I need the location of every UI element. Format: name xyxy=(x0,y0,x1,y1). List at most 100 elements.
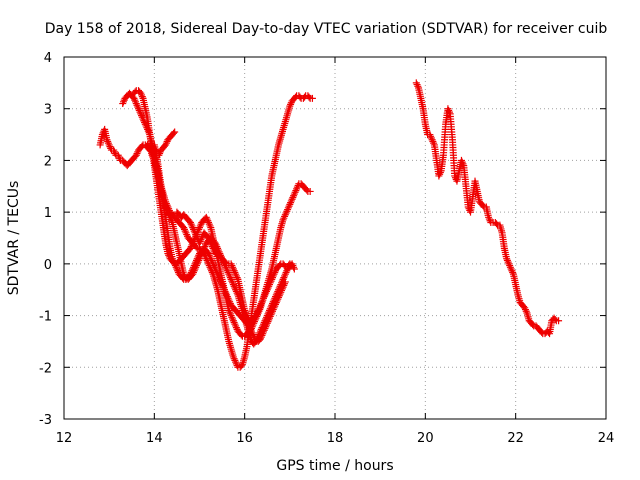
data-point xyxy=(132,98,140,106)
data-point xyxy=(278,287,286,295)
data-point xyxy=(229,265,237,273)
data-point xyxy=(217,279,225,287)
data-point xyxy=(521,306,529,314)
data-point xyxy=(270,270,278,278)
data-point xyxy=(459,160,467,168)
data-point xyxy=(115,153,123,161)
data-point xyxy=(206,253,214,261)
data-point xyxy=(228,277,236,285)
data-point xyxy=(247,325,255,333)
y-tick-label: -3 xyxy=(39,413,52,428)
data-point xyxy=(150,155,158,163)
data-point xyxy=(216,275,224,283)
data-point xyxy=(223,267,231,275)
data-point xyxy=(271,268,279,276)
data-point xyxy=(219,282,227,290)
data-point xyxy=(209,244,217,252)
data-point xyxy=(272,299,280,307)
data-point xyxy=(286,102,294,110)
data-point xyxy=(229,315,237,323)
data-point xyxy=(268,275,276,283)
data-point xyxy=(230,267,238,275)
data-point xyxy=(445,106,453,114)
data-point xyxy=(162,141,170,149)
x-tick-label: 12 xyxy=(56,431,73,446)
series-track-f xyxy=(173,208,294,325)
data-point xyxy=(233,274,241,282)
data-point xyxy=(172,263,180,271)
y-tick-label: 0 xyxy=(44,258,52,273)
data-point xyxy=(229,353,237,361)
data-point xyxy=(427,132,435,140)
data-point xyxy=(555,317,563,325)
data-point xyxy=(119,100,127,108)
data-point xyxy=(287,100,295,108)
data-point xyxy=(269,274,277,282)
data-point xyxy=(413,81,421,89)
data-point xyxy=(205,236,213,244)
data-point xyxy=(290,190,298,198)
data-point xyxy=(189,225,197,233)
data-point xyxy=(187,220,195,228)
x-tick-label: 14 xyxy=(146,431,163,446)
data-point xyxy=(205,250,213,258)
data-point xyxy=(208,258,216,266)
y-tick-label: -1 xyxy=(39,310,52,325)
data-point xyxy=(186,218,194,226)
data-point xyxy=(242,310,250,318)
data-point xyxy=(509,268,517,276)
data-point xyxy=(110,146,118,154)
data-point xyxy=(225,296,233,304)
data-point xyxy=(237,362,245,370)
y-tick-label: 4 xyxy=(44,51,52,66)
data-point xyxy=(253,308,261,316)
data-point xyxy=(203,215,211,223)
data-point xyxy=(241,308,249,316)
data-point xyxy=(137,110,145,118)
data-point xyxy=(174,267,182,275)
data-point xyxy=(227,275,235,283)
data-point xyxy=(181,227,189,235)
data-point xyxy=(211,248,219,256)
data-point xyxy=(253,310,261,318)
data-point xyxy=(210,246,218,254)
data-point xyxy=(232,324,240,332)
data-point xyxy=(262,321,270,329)
data-point xyxy=(232,358,240,366)
data-point xyxy=(290,263,298,271)
data-point xyxy=(189,239,197,247)
data-point xyxy=(293,183,301,191)
data-point xyxy=(193,255,201,263)
data-point xyxy=(254,306,262,314)
data-point xyxy=(196,239,203,247)
data-point xyxy=(267,311,275,319)
data-point xyxy=(427,134,435,142)
data-point xyxy=(208,243,216,251)
data-point xyxy=(213,268,221,276)
data-point xyxy=(204,217,212,225)
data-point xyxy=(171,262,179,270)
y-tick-label: 2 xyxy=(44,154,52,169)
data-point xyxy=(135,105,143,113)
data-point xyxy=(196,222,204,230)
data-point xyxy=(220,286,228,294)
data-point xyxy=(233,289,241,297)
data-point xyxy=(209,260,217,268)
data-point xyxy=(430,139,438,147)
data-point xyxy=(227,312,235,320)
data-point xyxy=(197,236,205,244)
data-point xyxy=(551,315,559,323)
data-point xyxy=(259,328,267,336)
data-point xyxy=(132,100,140,108)
data-point xyxy=(426,131,434,139)
data-point xyxy=(189,263,197,271)
data-point xyxy=(212,267,220,275)
data-point xyxy=(226,310,234,318)
data-point xyxy=(269,272,277,280)
data-point xyxy=(260,293,268,301)
data-point xyxy=(189,265,197,273)
data-point xyxy=(273,297,281,305)
data-point xyxy=(206,222,214,230)
data-point xyxy=(229,263,237,271)
